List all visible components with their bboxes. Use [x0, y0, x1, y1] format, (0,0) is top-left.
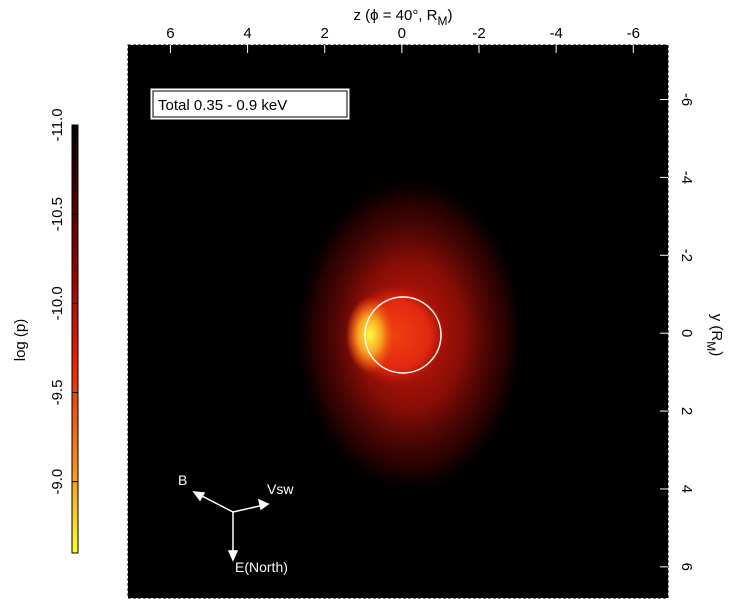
vector-label: Vsw	[267, 481, 294, 497]
colorbar-tick-label: -9.0	[49, 469, 66, 495]
y-tick-label: 6	[678, 563, 695, 571]
x-tick-label: -4	[549, 25, 562, 42]
emission	[278, 170, 518, 500]
y-tick-label: 0	[678, 329, 695, 337]
y-axis-title-sub: M	[704, 341, 718, 351]
vector-label: B	[178, 472, 187, 488]
planet-outline	[364, 296, 442, 374]
x-axis-title: z (ϕ = 40°, RM)	[353, 7, 452, 28]
x-axis-title-end: )	[448, 7, 453, 24]
x-tick-label: 4	[243, 25, 251, 42]
colorbar-tick-label: -10.5	[49, 197, 66, 231]
y-axis-title: y (RM)	[704, 314, 725, 357]
vector-label: E(North)	[235, 559, 288, 575]
y-tick-label: -2	[678, 249, 695, 262]
x-tick-label: -6	[627, 25, 640, 42]
x-tick-label: 0	[398, 25, 406, 42]
colorbar-tick-label: -9.5	[49, 380, 66, 406]
y-axis-title-end: )	[708, 351, 725, 356]
x-axis-title-sub: M	[438, 14, 448, 28]
y-tick-label: 4	[678, 485, 695, 493]
y-tick-label: -6	[678, 93, 695, 106]
x-tick-label: 2	[321, 25, 329, 42]
x-tick-label: -2	[472, 25, 485, 42]
x-axis-title-text: z (ϕ = 40°, R	[353, 7, 437, 24]
annotation-box-inner	[152, 90, 348, 118]
annotation-box	[149, 87, 351, 121]
y-tick-label: -4	[678, 171, 695, 184]
y-tick-label: 2	[678, 407, 695, 415]
colorbar-tick-label: -10.0	[49, 286, 66, 320]
colorbar-tick-label: -11.0	[49, 108, 66, 141]
x-tick-label: 6	[166, 25, 174, 42]
colorbar	[71, 124, 79, 554]
vectors	[192, 491, 270, 562]
colorbar-title: log (p)	[12, 319, 29, 362]
y-axis-title-text: y (R	[708, 314, 725, 342]
annotation: Total 0.35 - 0.9 keV	[158, 97, 287, 114]
